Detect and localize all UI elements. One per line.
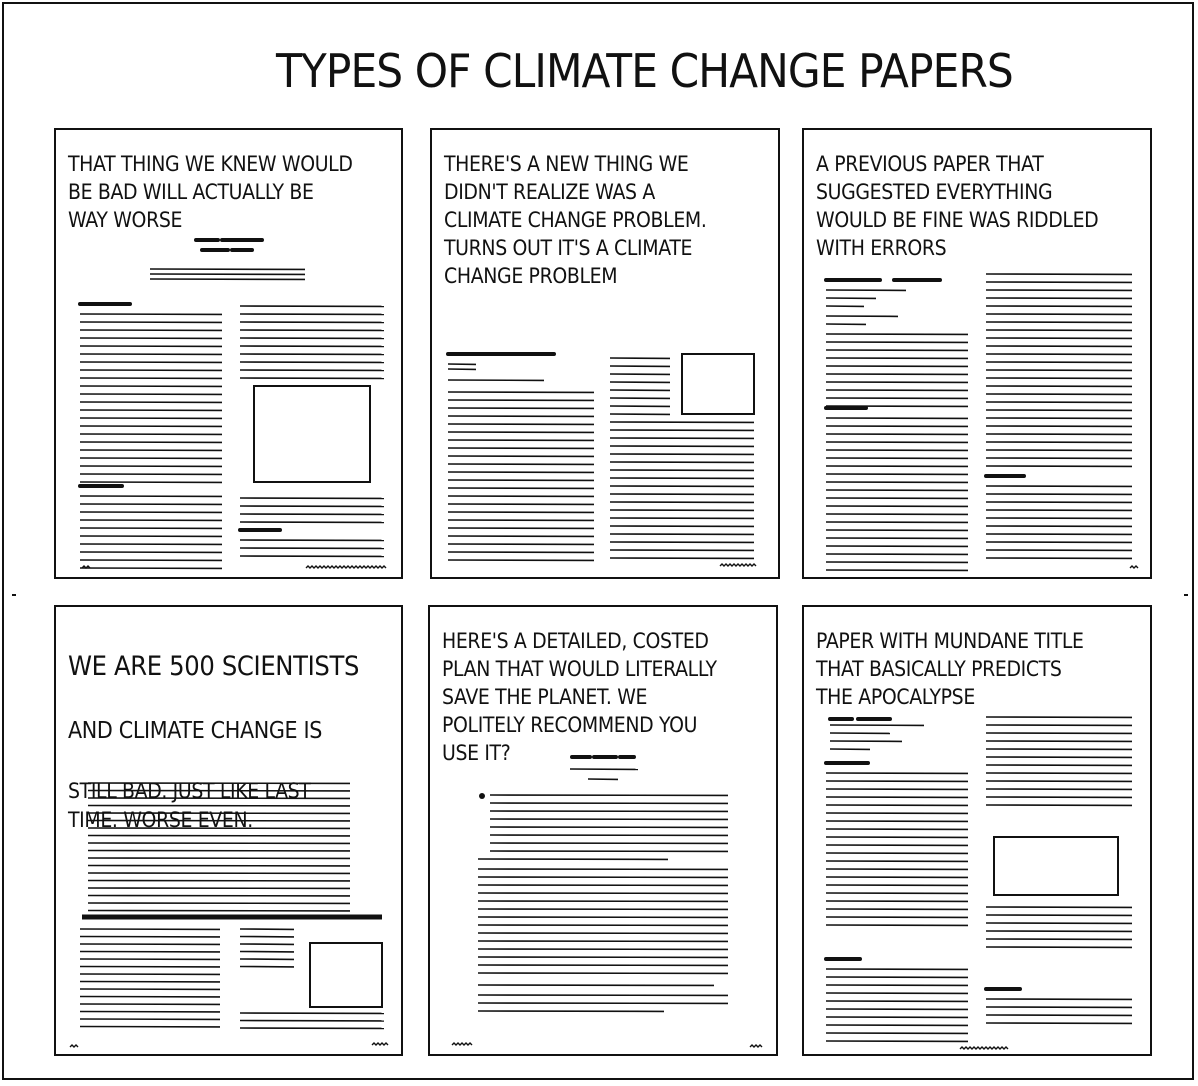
figure-box [254,386,370,482]
paper-sketch [430,607,778,1056]
panel-save-the-planet: HERE'S A DETAILED, COSTED PLAN THAT WOUL… [428,605,778,1056]
page-footer-scribble [1130,566,1138,568]
figure-box [310,943,382,1007]
margin-tick [12,594,16,596]
paper-sketch [56,130,403,579]
page-footer-scribble [70,1045,78,1047]
page-footer-scribble [306,566,386,568]
page-footer-scribble [82,566,90,568]
figure-box [994,837,1118,895]
figure-box [682,354,754,414]
panel-mundane-title: PAPER WITH MUNDANE TITLE THAT BASICALLY … [802,605,1152,1056]
page-footer-scribble [750,1045,762,1047]
bullet-dot [479,793,485,799]
paper-sketch [804,607,1152,1056]
panel-500-scientists: WE ARE 500 SCIENTISTS AND CLIMATE CHANGE… [54,605,403,1056]
panel-riddled-with-errors: A PREVIOUS PAPER THAT SUGGESTED EVERYTHI… [802,128,1152,579]
paper-sketch [432,130,780,579]
panel-worse-than-expected: THAT THING WE KNEW WOULD BE BAD WILL ACT… [54,128,403,579]
page-footer-scribble [720,564,756,566]
comic-title: TYPES OF CLIMATE CHANGE PAPERS [276,44,1013,98]
page-footer-scribble [372,1043,388,1045]
panel-new-problem: THERE'S A NEW THING WE DIDN'T REALIZE WA… [430,128,780,579]
paper-sketch [56,607,403,1056]
paper-sketch [804,130,1152,579]
margin-tick [1184,594,1188,596]
page-footer-scribble [960,1047,1008,1049]
page-footer-scribble [452,1043,472,1045]
